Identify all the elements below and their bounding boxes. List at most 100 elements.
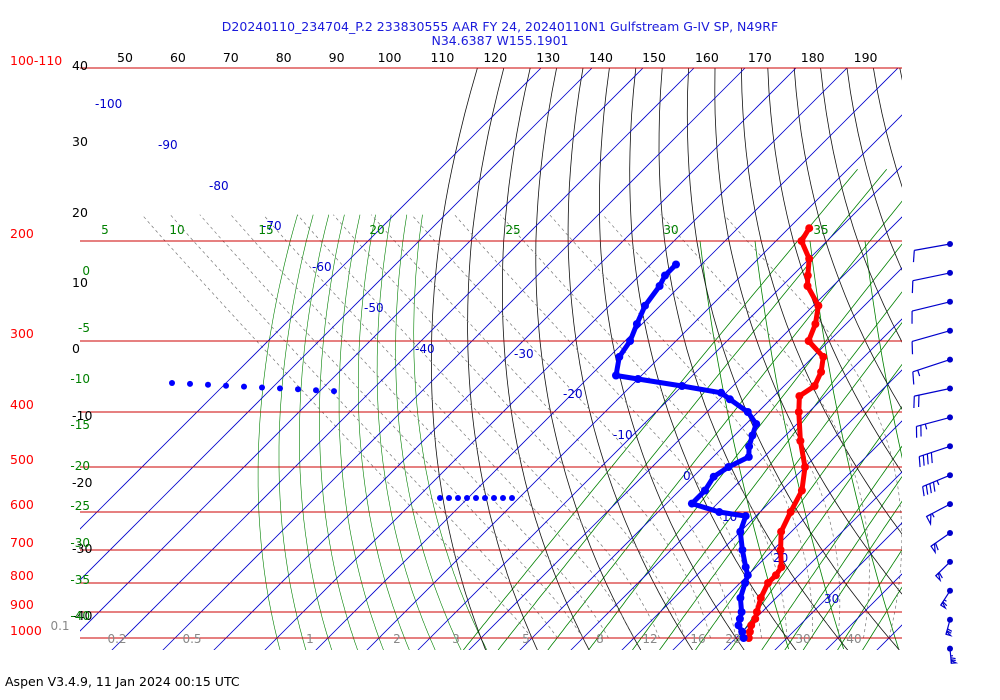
- wind-barb: [925, 501, 953, 527]
- wind-barb: [911, 298, 953, 324]
- theta-e-curve: [338, 214, 384, 650]
- dry-adiabat: [567, 68, 693, 650]
- isotherm-line: [315, 68, 899, 650]
- dewpoint-point: [672, 260, 680, 269]
- wind-barb-staff: [914, 243, 951, 251]
- theta-e-curve: [257, 214, 298, 650]
- isotherm-line: [366, 114, 902, 650]
- wind-barb-feather: [922, 486, 925, 497]
- dewpoint-point: [687, 499, 696, 508]
- temperature-point: [756, 593, 765, 602]
- wind-barb-pennant: [950, 659, 959, 664]
- temperature-point: [776, 546, 785, 554]
- dewpoint-point: [277, 385, 283, 392]
- wind-barb-half-feather: [917, 370, 921, 377]
- dewpoint-point: [615, 352, 624, 361]
- wind-barb: [911, 269, 953, 294]
- isotherm-label: -60: [312, 260, 332, 274]
- moist-adiabat: [602, 214, 841, 639]
- isotherm-line: [916, 0, 1000, 662]
- height-label: -40: [72, 608, 92, 623]
- theta-e-curve: [376, 214, 436, 650]
- dry-adiabat: [846, 68, 902, 271]
- height-label: -30: [72, 541, 92, 556]
- temperature-point: [764, 579, 772, 587]
- isotherm-line: [80, 68, 593, 581]
- dry-adiabat: [629, 68, 797, 650]
- mixing-ratio-bottom-label: 20: [725, 632, 740, 646]
- saturation-curve: [809, 240, 899, 650]
- top-axis-label: 160: [695, 50, 719, 65]
- top-axis-label: 150: [642, 50, 666, 65]
- mixing-ratio-bottom-label: 0.1: [50, 619, 69, 633]
- wind-barb-half-feather: [931, 513, 935, 518]
- dry-adiabat: [793, 68, 902, 410]
- temperature-point: [805, 224, 814, 233]
- theta-e-curve: [395, 214, 462, 650]
- top-axis-label: 100: [378, 50, 402, 65]
- temperature-point: [814, 301, 823, 310]
- dewpoint-point: [437, 495, 443, 501]
- isotherm-line: [519, 267, 902, 650]
- top-axis-label: 80: [276, 50, 292, 65]
- wind-barb-feather: [950, 659, 956, 662]
- wind-barb: [912, 356, 953, 385]
- temperature-point: [751, 614, 760, 623]
- wind-barb-half-feather: [936, 480, 940, 486]
- wind-barb-feather: [947, 628, 953, 632]
- mixing-ratio-bottom-label: 5: [522, 632, 530, 646]
- moist-adiabat: [230, 214, 609, 639]
- dewpoint-point: [738, 627, 747, 636]
- top-axis-label: 90: [329, 50, 345, 65]
- pressure-label: 200: [10, 226, 34, 241]
- dewpoint-point: [464, 495, 470, 501]
- mixing-ratio-bottom-label: 16: [690, 632, 705, 646]
- mixing-ratio-bottom-label: 40: [846, 632, 861, 646]
- dry-adiabat: [740, 68, 902, 535]
- dewpoint-point: [491, 495, 497, 501]
- dewpoint-point: [738, 546, 747, 554]
- dewpoint-point: [709, 472, 718, 481]
- moist-adiabat: [500, 214, 788, 639]
- wind-barb-half-feather: [943, 599, 947, 602]
- dewpoint-point: [741, 512, 750, 521]
- pressure-label: 500: [10, 452, 34, 467]
- dry-adiabat: [820, 68, 902, 343]
- dewpoint-point: [313, 387, 319, 394]
- wind-barb-staff: [916, 416, 951, 427]
- wind-barb-feather: [926, 453, 929, 465]
- dewpoint-point: [743, 408, 752, 416]
- dry-adiabat: [431, 68, 487, 650]
- dewpoint-point: [641, 301, 649, 310]
- temperature-point: [810, 382, 819, 390]
- dewpoint-profile: [613, 262, 759, 641]
- moist-adiabat: [141, 214, 533, 639]
- temperature-point: [777, 527, 786, 536]
- wind-barb: [945, 616, 953, 637]
- theta-e-curve: [413, 214, 488, 650]
- theta-e-curve: [358, 214, 410, 650]
- pressure-label: 600: [10, 497, 34, 512]
- wind-barb: [930, 530, 953, 555]
- top-axis-label: 60: [170, 50, 186, 65]
- isotherm-line: [111, 68, 695, 650]
- isotherm-label: -50: [364, 301, 384, 315]
- dry-adiabat: [502, 68, 590, 650]
- isotherm-line: [876, 624, 902, 650]
- isotherm-label: -30: [514, 347, 534, 361]
- dewpoint-point: [500, 495, 506, 501]
- theta-e-label: -35: [70, 573, 90, 587]
- mixing-ratio-bottom-label: 12: [642, 632, 657, 646]
- dewpoint-point: [295, 386, 301, 393]
- dewpoint-point: [741, 563, 750, 572]
- isotherm-line: [80, 68, 644, 632]
- mixing-ratio-bottom-label: 3: [452, 632, 460, 646]
- dewpoint-point: [725, 395, 734, 404]
- top-axis-label: 110: [430, 50, 454, 65]
- pressure-label: 100-110: [10, 53, 62, 68]
- dry-adiabat: [535, 68, 642, 650]
- dewpoint-point: [752, 420, 761, 428]
- isotherm-label: -20: [563, 387, 583, 401]
- top-axis-label: 50: [117, 50, 133, 65]
- temperature-point: [786, 508, 795, 516]
